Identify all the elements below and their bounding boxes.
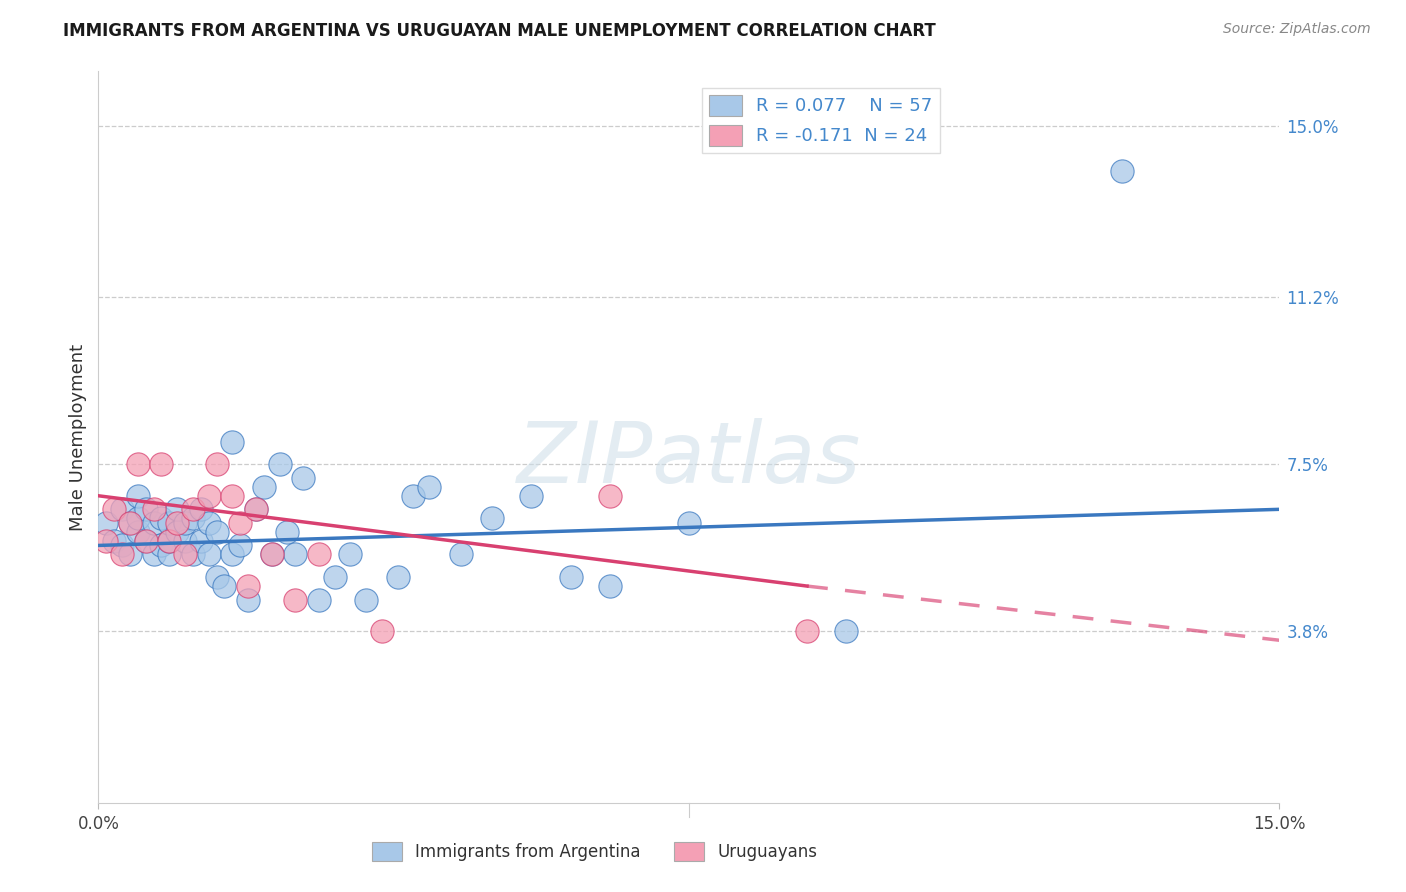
Point: [150, 457, 173, 471]
Point: [260, 548, 283, 562]
Point: [197, 489, 219, 503]
Point: [118, 548, 141, 562]
Point: [181, 502, 204, 516]
Point: [599, 579, 621, 593]
Point: [127, 524, 149, 539]
Point: [127, 511, 149, 525]
Point: [150, 511, 173, 525]
Point: [142, 502, 165, 516]
Point: [245, 502, 267, 516]
Point: [127, 457, 149, 471]
Point: [253, 480, 276, 494]
Point: [260, 548, 283, 562]
Point: [481, 511, 503, 525]
Point: [339, 548, 361, 562]
Point: [135, 533, 157, 548]
Point: [197, 516, 219, 530]
Point: [142, 516, 165, 530]
Point: [111, 502, 134, 516]
Point: [174, 548, 197, 562]
Point: [135, 533, 157, 548]
Point: [229, 538, 252, 552]
Point: [450, 548, 472, 562]
Point: [103, 502, 125, 516]
Point: [118, 516, 141, 530]
Point: [111, 548, 134, 562]
Point: [599, 489, 621, 503]
Point: [835, 624, 858, 639]
Point: [205, 524, 228, 539]
Point: [190, 533, 212, 548]
Text: Source: ZipAtlas.com: Source: ZipAtlas.com: [1223, 22, 1371, 37]
Point: [236, 579, 259, 593]
Point: [520, 489, 543, 503]
Point: [96, 533, 118, 548]
Point: [292, 471, 315, 485]
Point: [236, 592, 259, 607]
Point: [142, 548, 165, 562]
Point: [354, 592, 377, 607]
Point: [157, 533, 180, 548]
Point: [118, 516, 141, 530]
Point: [678, 516, 700, 530]
Point: [157, 516, 180, 530]
Legend: Immigrants from Argentina, Uruguayans: Immigrants from Argentina, Uruguayans: [366, 835, 824, 868]
Point: [418, 480, 440, 494]
Point: [221, 489, 243, 503]
Text: IMMIGRANTS FROM ARGENTINA VS URUGUAYAN MALE UNEMPLOYMENT CORRELATION CHART: IMMIGRANTS FROM ARGENTINA VS URUGUAYAN M…: [63, 22, 936, 40]
Point: [560, 570, 582, 584]
Point: [205, 457, 228, 471]
Point: [174, 533, 197, 548]
Point: [308, 548, 330, 562]
Point: [387, 570, 409, 584]
Point: [127, 489, 149, 503]
Point: [103, 533, 125, 548]
Point: [197, 548, 219, 562]
Point: [214, 579, 236, 593]
Point: [402, 489, 425, 503]
Point: [229, 516, 252, 530]
Point: [157, 533, 180, 548]
Point: [111, 538, 134, 552]
Point: [157, 548, 180, 562]
Point: [181, 511, 204, 525]
Point: [150, 538, 173, 552]
Point: [166, 502, 188, 516]
Point: [284, 548, 307, 562]
Point: [284, 592, 307, 607]
Point: [166, 524, 188, 539]
Point: [323, 570, 346, 584]
Point: [371, 624, 394, 639]
Text: ZIPatlas: ZIPatlas: [517, 417, 860, 500]
Point: [96, 516, 118, 530]
Point: [181, 548, 204, 562]
Point: [135, 502, 157, 516]
Point: [276, 524, 298, 539]
Point: [166, 516, 188, 530]
Point: [245, 502, 267, 516]
Point: [796, 624, 818, 639]
Y-axis label: Male Unemployment: Male Unemployment: [69, 343, 87, 531]
Point: [1111, 163, 1133, 178]
Point: [221, 434, 243, 449]
Point: [308, 592, 330, 607]
Point: [269, 457, 291, 471]
Point: [190, 502, 212, 516]
Point: [174, 516, 197, 530]
Point: [205, 570, 228, 584]
Point: [221, 548, 243, 562]
